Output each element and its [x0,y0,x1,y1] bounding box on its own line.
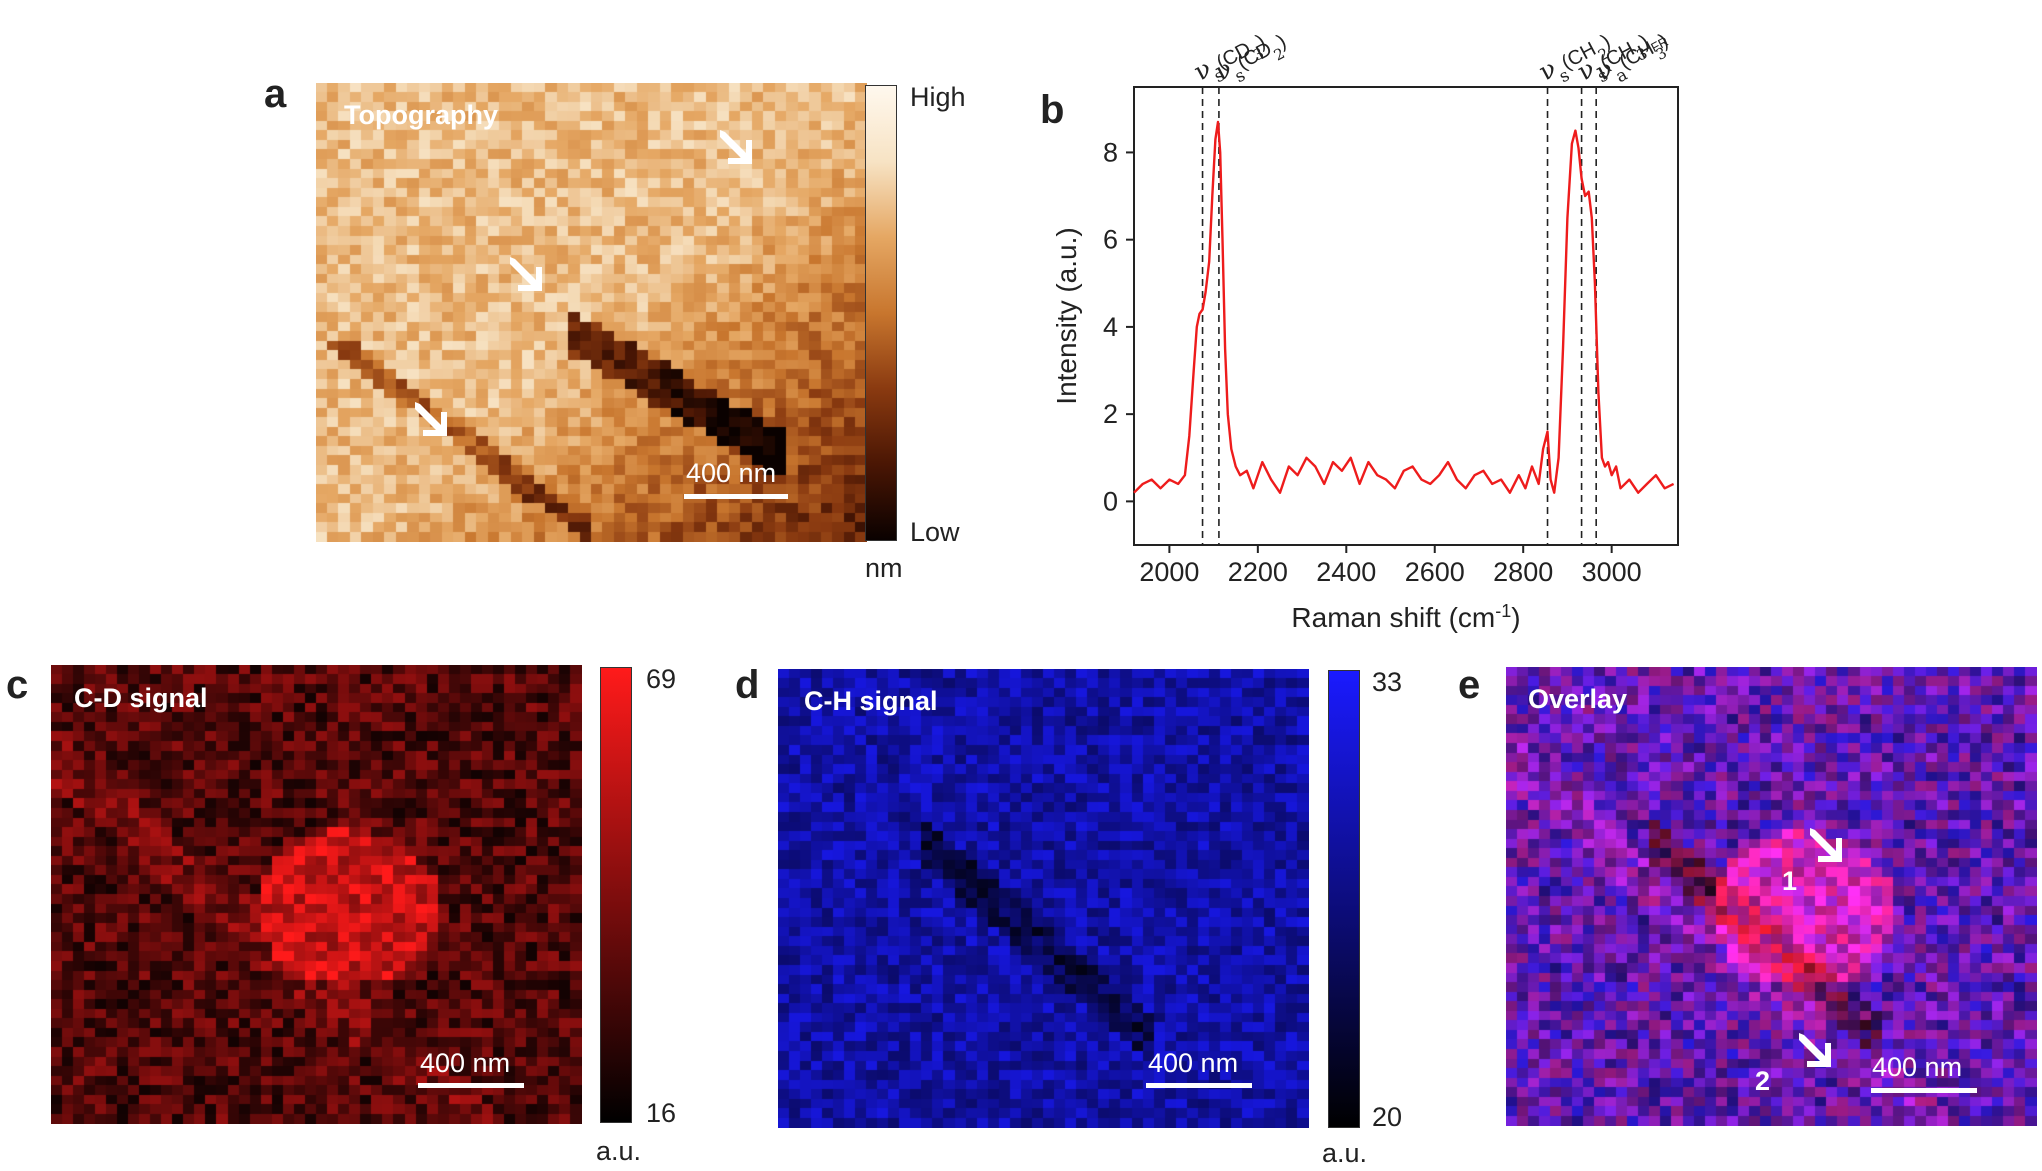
colorbar-cd [600,667,632,1123]
colorbar-unit: nm [865,553,903,583]
colorbar-unit: a.u. [1322,1138,1368,1168]
scale-bar-label: 400 nm [420,1048,511,1078]
overlay-map [1506,667,2037,1126]
x-tick-label: 2200 [1228,557,1288,587]
colorbar-min-label: 16 [646,1098,677,1128]
scale-bar [1871,1088,1977,1093]
colorbar-max-label: 33 [1372,667,1403,697]
y-axis-label: Intensity (a.u.) [1051,227,1082,404]
plot-frame [1133,86,1679,546]
colorbar-min-label: 20 [1372,1102,1403,1132]
arrow-icon [1808,826,1854,877]
scale-bar [418,1083,524,1088]
colorbar-topography [865,85,897,541]
panel-letter-e: e [1458,663,1481,707]
panel-letter-d: d [735,663,760,707]
y-tick-label: 0 [1103,486,1118,516]
arrow-label-2: 2 [1755,1066,1771,1096]
y-tick-label: 8 [1103,137,1118,167]
arrow-icon [508,255,554,306]
ch-signal-map [778,669,1309,1128]
overlay-label: Overlay [1528,684,1628,714]
colorbar-ch [1328,670,1360,1128]
y-tick-label: 6 [1103,225,1118,255]
scale-bar [684,494,788,499]
raman-spectrum-chart: 2000 2200 2400 2600 2800 3000 0 2 4 6 8 Raman shift… [1051,25,1679,633]
y-tick-label: 4 [1103,312,1118,342]
y-tick-label: 2 [1103,399,1118,429]
cd-signal-label: C-D signal [74,683,208,713]
topography-label: Topography [344,100,498,130]
topography-map [316,83,867,542]
spectrum-line [1133,120,1675,494]
panel-letter-a: a [264,72,287,116]
arrow-icon [1797,1031,1843,1082]
x-axis-label: Raman shift (cm-1) [1291,601,1520,633]
scale-bar-label: 400 nm [686,458,777,488]
arrow-icon [413,400,459,451]
colorbar-max-label: 69 [646,664,677,694]
scale-bar-label: 400 nm [1872,1052,1963,1082]
x-tick-label: 3000 [1582,557,1642,587]
colorbar-low-label: Low [910,517,960,547]
scale-bar-label: 400 nm [1148,1048,1239,1078]
x-tick-label: 2800 [1493,557,1553,587]
arrow-label-1: 1 [1782,866,1798,896]
colorbar-high-label: High [910,82,966,112]
panel-letter-c: c [6,663,29,707]
cd-signal-map [51,665,582,1124]
x-tick-label: 2000 [1139,557,1199,587]
x-tick-label: 2400 [1316,557,1376,587]
colorbar-unit: a.u. [596,1136,642,1166]
ch-signal-label: C-H signal [804,686,938,716]
panel-letter-b: b [1040,88,1065,132]
scale-bar [1146,1083,1252,1088]
x-tick-label: 2600 [1405,557,1465,587]
peak-annotation: νs(CD2) [1210,25,1295,94]
arrow-icon [718,128,764,179]
